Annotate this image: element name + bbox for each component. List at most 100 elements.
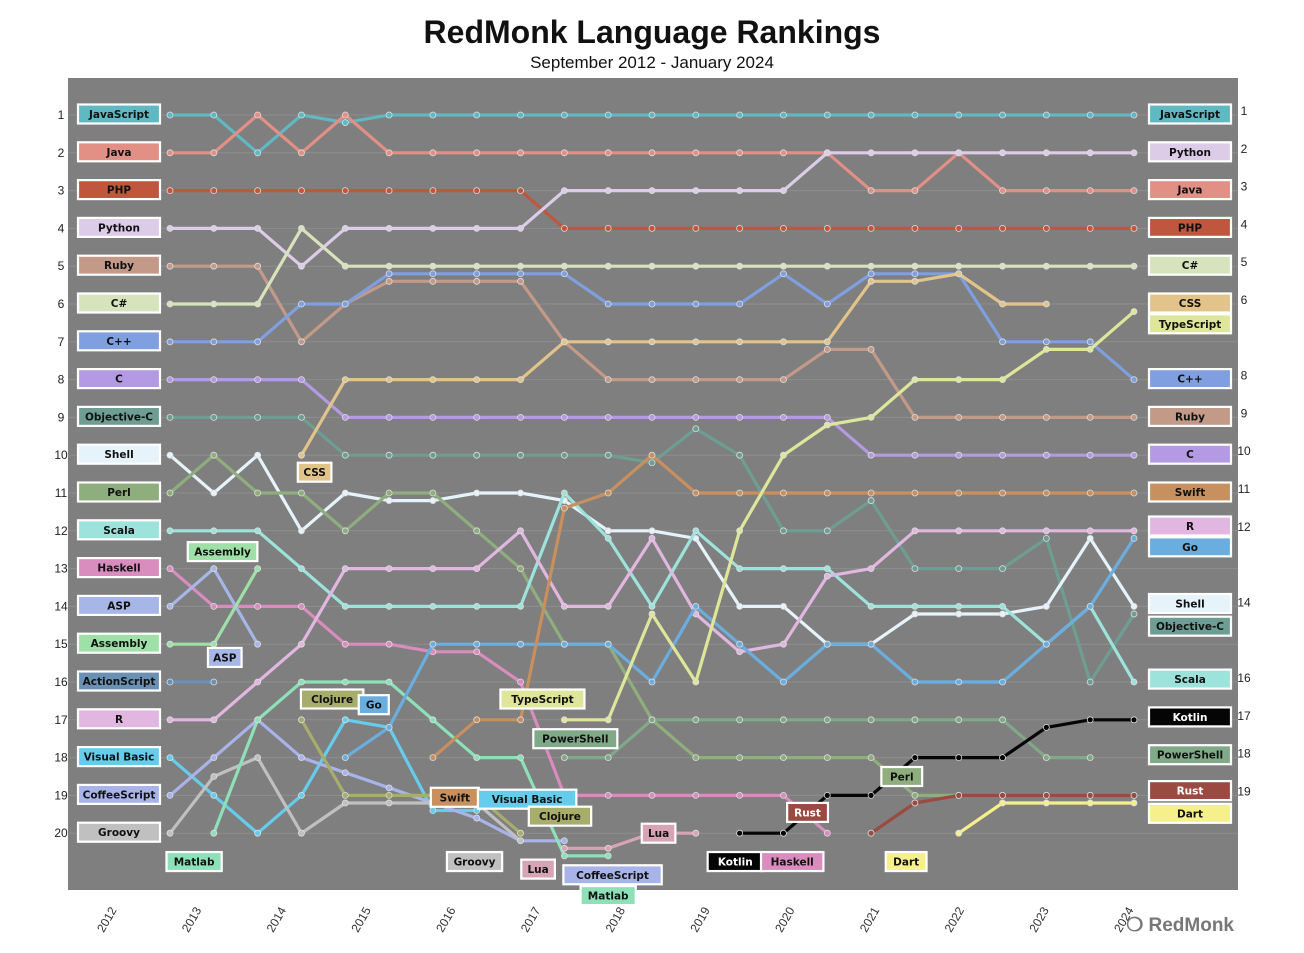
data-point <box>604 224 612 232</box>
label-text: R <box>1186 521 1194 533</box>
label-text: Lua <box>527 864 548 876</box>
rank-tick-right: 1 <box>1241 104 1248 118</box>
chart-title: RedMonk Language Rankings <box>423 14 881 50</box>
series-swift <box>429 451 1138 761</box>
plot-area <box>68 78 1238 890</box>
data-point <box>385 413 393 421</box>
series-line <box>562 310 1136 722</box>
label-text: TypeScript <box>1159 319 1222 331</box>
data-point <box>1086 338 1094 346</box>
data-point <box>736 648 744 656</box>
data-point <box>1086 716 1094 724</box>
rank-tick-left: 17 <box>54 713 68 727</box>
label-text: Kotlin <box>1173 712 1208 724</box>
rank-tick-left: 6 <box>58 297 65 311</box>
label-text: C <box>1186 449 1194 461</box>
data-point <box>999 754 1006 761</box>
rank-tick-left: 15 <box>54 637 68 651</box>
label-text: TypeScript <box>511 694 574 706</box>
data-point <box>298 413 305 421</box>
label-text: C <box>115 374 123 386</box>
data-point <box>823 716 831 724</box>
data-point <box>955 413 963 421</box>
data-point <box>254 262 262 270</box>
data-point <box>604 376 612 384</box>
annotation-label: Dart <box>884 850 928 873</box>
label-text: Go <box>366 700 382 712</box>
data-point <box>1086 603 1094 610</box>
data-point <box>341 451 349 459</box>
data-point <box>955 451 963 459</box>
data-point <box>999 678 1006 686</box>
year-tick: 2016 <box>433 904 459 934</box>
data-point <box>604 754 612 761</box>
data-point <box>1086 413 1094 421</box>
data-point <box>692 754 700 761</box>
data-point <box>473 270 481 278</box>
data-point <box>780 716 787 724</box>
left-label: Groovy <box>76 821 162 843</box>
data-point <box>341 187 349 195</box>
label-text: Lua <box>648 828 669 840</box>
data-point <box>210 300 218 308</box>
data-point <box>999 603 1006 610</box>
data-point <box>823 345 831 353</box>
data-point <box>560 489 568 497</box>
right-label: Kotlin <box>1147 706 1233 728</box>
data-point <box>166 338 174 346</box>
label-text: Rust <box>1177 786 1204 798</box>
data-point <box>1086 678 1094 686</box>
data-point <box>823 572 831 580</box>
data-point <box>298 716 305 724</box>
data-point <box>823 338 831 346</box>
label-box <box>1147 780 1233 802</box>
data-point <box>517 187 524 195</box>
label-text: Objective-C <box>1156 621 1224 633</box>
label-box <box>76 216 162 238</box>
data-point <box>429 754 437 761</box>
data-point <box>911 270 919 278</box>
label-box <box>76 556 162 579</box>
data-point <box>1086 792 1094 799</box>
data-point <box>604 262 612 270</box>
data-point <box>692 603 700 610</box>
data-point <box>1042 603 1050 610</box>
label-box <box>296 461 333 483</box>
data-point <box>254 565 262 572</box>
data-point <box>911 792 919 799</box>
left-label: R <box>76 708 162 730</box>
data-point <box>867 149 875 157</box>
data-point <box>604 338 612 346</box>
data-point <box>341 716 349 724</box>
data-point <box>911 489 919 497</box>
label-text: Assembly <box>91 638 148 650</box>
data-point <box>780 527 787 535</box>
data-point <box>385 784 393 792</box>
data-point <box>736 640 744 648</box>
label-text: C++ <box>106 336 131 348</box>
data-point <box>999 792 1006 799</box>
data-point <box>298 376 305 384</box>
data-point <box>166 451 174 459</box>
label-text: Swift <box>1175 487 1205 499</box>
data-point <box>560 270 568 278</box>
label-box <box>76 745 162 768</box>
data-point <box>385 489 393 497</box>
data-point <box>736 792 744 799</box>
data-point <box>473 716 481 724</box>
rank-tick-right: 6 <box>1241 293 1248 307</box>
data-point <box>867 270 875 278</box>
data-point <box>473 527 481 535</box>
data-point <box>341 640 349 648</box>
label-box <box>76 708 162 730</box>
data-point <box>1042 792 1050 799</box>
right-label: PowerShell <box>1147 744 1233 766</box>
data-point <box>517 262 524 270</box>
data-point <box>604 844 612 852</box>
data-point <box>254 300 262 308</box>
label-box <box>76 103 162 125</box>
data-point <box>955 527 963 535</box>
data-point <box>1086 527 1094 535</box>
data-point <box>867 262 875 270</box>
label-box <box>76 632 162 654</box>
